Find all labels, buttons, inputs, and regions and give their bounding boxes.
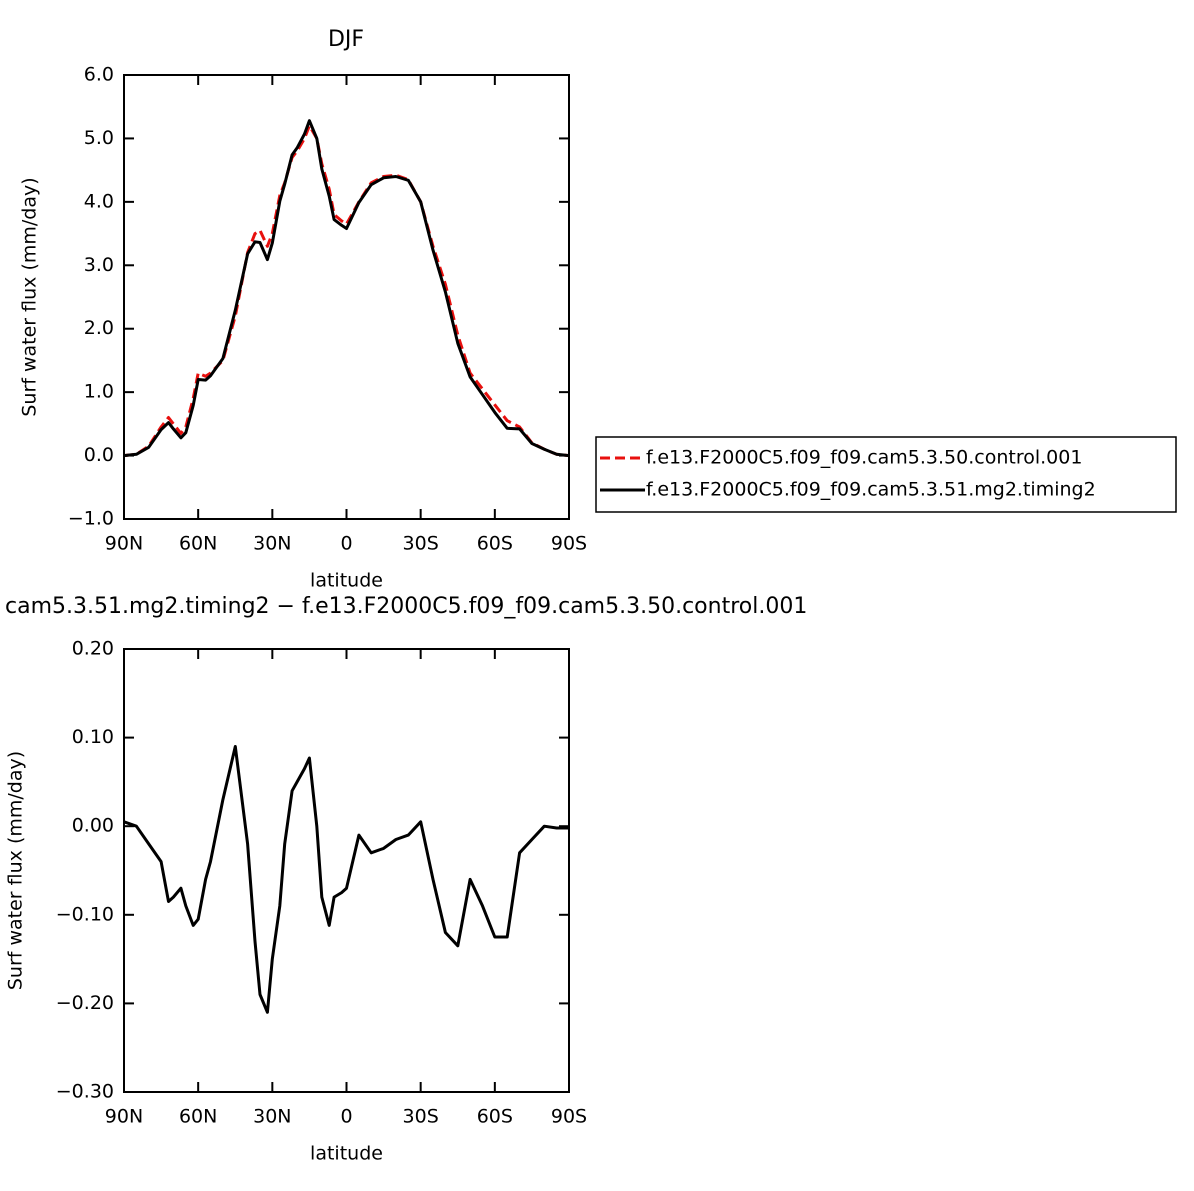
y-tick-label: −0.20 bbox=[56, 992, 114, 1014]
x-axis-label: latitude bbox=[310, 1143, 383, 1165]
y-tick-label: −0.10 bbox=[56, 903, 114, 925]
y-tick-label: 0.0 bbox=[84, 444, 114, 466]
y-tick-label: 2.0 bbox=[84, 317, 114, 339]
x-tick-label: 60S bbox=[477, 1106, 513, 1128]
y-tick-label: 3.0 bbox=[84, 254, 114, 276]
x-tick-label: 30N bbox=[253, 1106, 291, 1128]
legend-box bbox=[595, 436, 1177, 513]
data-line bbox=[123, 119, 570, 458]
x-tick-label: 0 bbox=[340, 1106, 352, 1128]
x-tick-label: 30S bbox=[403, 533, 439, 555]
legend-label: f.e13.F2000C5.f09_f09.cam5.3.51.mg2.timi… bbox=[646, 479, 1096, 501]
chart-title: cam5.3.51.mg2.timing2 − f.e13.F2000C5.f0… bbox=[5, 594, 807, 619]
legend-label: f.e13.F2000C5.f09_f09.cam5.3.50.control.… bbox=[646, 447, 1082, 469]
y-tick-label: 4.0 bbox=[84, 190, 114, 212]
y-tick-label: 0.20 bbox=[72, 638, 114, 660]
plot-frame bbox=[123, 648, 570, 1093]
x-tick-label: 90S bbox=[551, 1106, 587, 1128]
x-tick-label: 60N bbox=[179, 533, 217, 555]
y-axis-label: Surf water flux (mm/day) bbox=[5, 751, 27, 990]
plot-frame bbox=[123, 74, 570, 520]
chart-title: DJF bbox=[328, 27, 364, 52]
x-tick-label: 90N bbox=[105, 533, 143, 555]
x-axis-label: latitude bbox=[310, 570, 383, 592]
x-tick-label: 60S bbox=[477, 533, 513, 555]
x-tick-label: 90N bbox=[105, 1106, 143, 1128]
data-line bbox=[123, 745, 569, 1014]
x-tick-label: 0 bbox=[340, 533, 352, 555]
y-tick-label: 6.0 bbox=[84, 64, 114, 86]
y-tick-label: −1.0 bbox=[68, 508, 114, 530]
x-tick-label: 90S bbox=[551, 533, 587, 555]
x-tick-label: 30N bbox=[253, 533, 291, 555]
y-axis-label: Surf water flux (mm/day) bbox=[19, 177, 41, 416]
y-tick-label: 0.00 bbox=[72, 815, 114, 837]
x-tick-label: 60N bbox=[179, 1106, 217, 1128]
y-tick-label: 0.10 bbox=[72, 726, 114, 748]
y-tick-label: 1.0 bbox=[84, 381, 114, 403]
data-line bbox=[123, 124, 570, 458]
x-tick-label: 30S bbox=[403, 1106, 439, 1128]
y-tick-label: −0.30 bbox=[56, 1081, 114, 1103]
y-tick-label: 5.0 bbox=[84, 127, 114, 149]
